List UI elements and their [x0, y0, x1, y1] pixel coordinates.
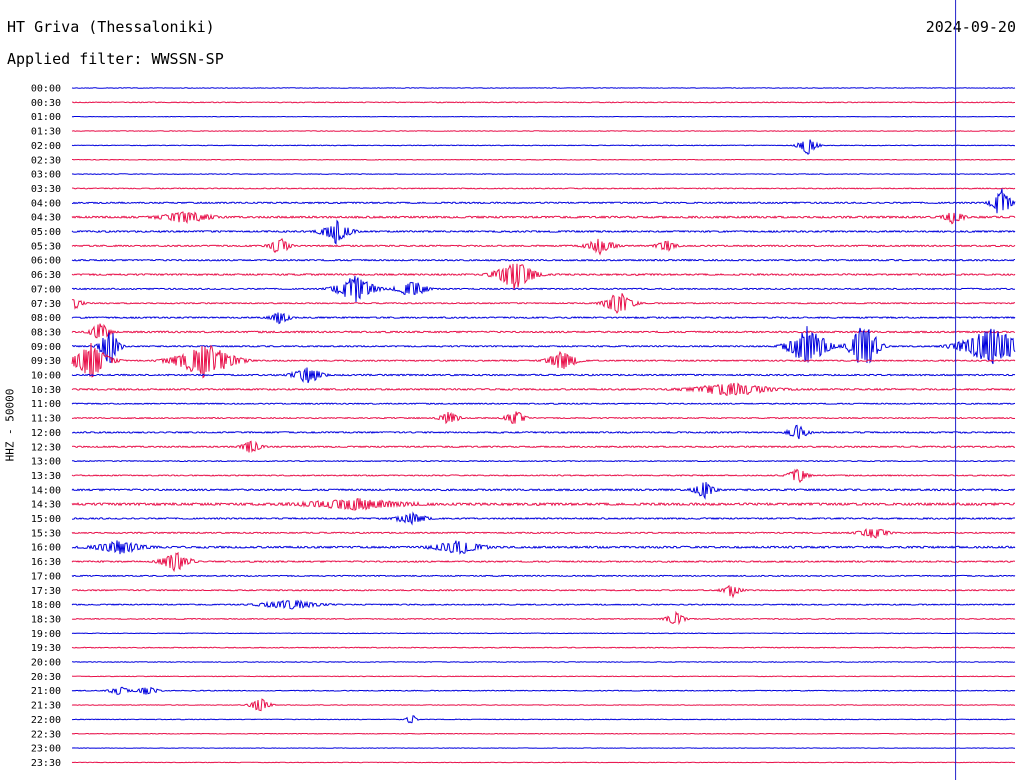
trace-line	[71, 237, 1016, 256]
row-time-label: 18:30	[31, 614, 61, 625]
row-time-label: 05:30	[31, 241, 61, 252]
trace-line	[71, 402, 1016, 405]
trace-line	[71, 675, 1016, 678]
trace-line	[72, 158, 1015, 161]
trace-line	[71, 263, 1016, 291]
row-time-label: 13:00	[31, 457, 61, 468]
trace-line	[71, 460, 1016, 463]
row-time-label: 12:00	[31, 428, 61, 439]
trace-line	[71, 482, 1016, 500]
trace-line	[71, 326, 1016, 365]
trace-line	[71, 761, 1016, 764]
trace-line	[71, 632, 1016, 635]
row-time-label: 08:30	[31, 327, 61, 338]
trace-line	[71, 139, 1016, 155]
trace-line	[71, 211, 1016, 225]
row-time-label: 16:30	[31, 557, 61, 568]
row-time-label: 00:30	[31, 98, 61, 109]
trace-line	[71, 342, 1016, 379]
row-time-label: 06:30	[31, 270, 61, 281]
trace-line	[72, 715, 1016, 724]
row-time-label: 06:00	[31, 256, 61, 267]
row-time-label: 14:00	[31, 485, 61, 496]
row-time-label: 10:30	[31, 385, 61, 396]
row-time-label: 03:30	[31, 184, 61, 195]
trace-line	[71, 382, 1016, 397]
station-title: HT Griva (Thessaloniki)	[7, 18, 215, 36]
row-time-label: 04:00	[31, 198, 61, 209]
row-time-label: 19:00	[31, 629, 61, 640]
row-time-label: 04:30	[31, 213, 61, 224]
row-time-label: 05:00	[31, 227, 61, 238]
row-time-label: 22:00	[31, 715, 61, 726]
trace-group	[71, 87, 1016, 764]
trace-line	[71, 511, 1016, 526]
row-time-label: 08:00	[31, 313, 61, 324]
trace-line	[71, 698, 1016, 712]
row-time-label: 18:00	[31, 600, 61, 611]
row-time-label: 03:00	[31, 170, 61, 181]
trace-line	[71, 498, 1016, 511]
trace-line	[71, 468, 1016, 484]
trace-line	[71, 219, 1016, 245]
trace-line	[71, 574, 1016, 578]
row-time-label: 00:00	[31, 84, 61, 95]
row-time-label: 11:00	[31, 399, 61, 410]
date-label: 2024-09-20	[925, 18, 1016, 36]
row-time-label: 01:30	[31, 127, 61, 138]
trace-line	[71, 584, 1016, 599]
trace-line	[71, 312, 1016, 325]
row-time-label: 15:30	[31, 528, 61, 539]
row-time-label: 17:30	[31, 586, 61, 597]
row-time-label: 09:00	[31, 342, 61, 353]
row-time-label: 10:00	[31, 371, 61, 382]
row-time-label: 15:00	[31, 514, 61, 525]
row-time-label: 02:30	[31, 155, 61, 166]
trace-line	[71, 610, 1016, 626]
trace-line	[71, 367, 1016, 384]
row-time-label: 20:30	[31, 672, 61, 683]
row-time-label: 20:00	[31, 658, 61, 669]
row-time-label: 16:00	[31, 543, 61, 554]
trace-line	[71, 188, 1016, 214]
row-time-label: 12:30	[31, 442, 61, 453]
trace-line	[71, 540, 1016, 555]
trace-line	[71, 646, 1015, 649]
row-time-label: 07:30	[31, 299, 61, 310]
row-time-label: 21:00	[31, 686, 61, 697]
row-time-label: 23:00	[31, 744, 61, 755]
row-time-label: 13:30	[31, 471, 61, 482]
row-time-label: 17:00	[31, 571, 61, 582]
row-time-label: 14:30	[31, 500, 61, 511]
trace-line	[71, 732, 1016, 735]
trace-line	[71, 424, 1016, 440]
trace-line	[71, 275, 1016, 303]
trace-line	[71, 173, 1016, 175]
row-time-label: 21:30	[31, 701, 61, 712]
row-time-label: 01:00	[31, 112, 61, 123]
trace-line	[71, 551, 1016, 573]
row-time-label: 11:30	[31, 414, 61, 425]
trace-line	[71, 187, 1016, 190]
trace-line	[71, 130, 1016, 132]
row-time-label: 22:30	[31, 729, 61, 740]
trace-line	[71, 323, 1016, 339]
trace-line	[71, 661, 1016, 663]
trace-line	[71, 528, 1016, 539]
trace-line	[72, 101, 1015, 104]
trace-line	[71, 440, 1016, 453]
trace-line	[71, 258, 1016, 262]
row-label-group: 00:00 00:30 01:00 01:30 02:00 02:30 03:00 03:30…	[31, 84, 61, 769]
trace-line	[71, 411, 1016, 425]
row-time-label: 23:30	[31, 758, 61, 769]
filter-label: Applied filter: WWSSN-SP	[7, 50, 224, 68]
row-time-label: 02:00	[31, 141, 61, 152]
row-time-label: 19:30	[31, 643, 61, 654]
trace-line	[71, 293, 1016, 314]
trace-line	[71, 686, 1016, 695]
row-time-label: 09:30	[31, 356, 61, 367]
row-time-label: 07:00	[31, 284, 61, 295]
trace-line	[71, 599, 1016, 610]
